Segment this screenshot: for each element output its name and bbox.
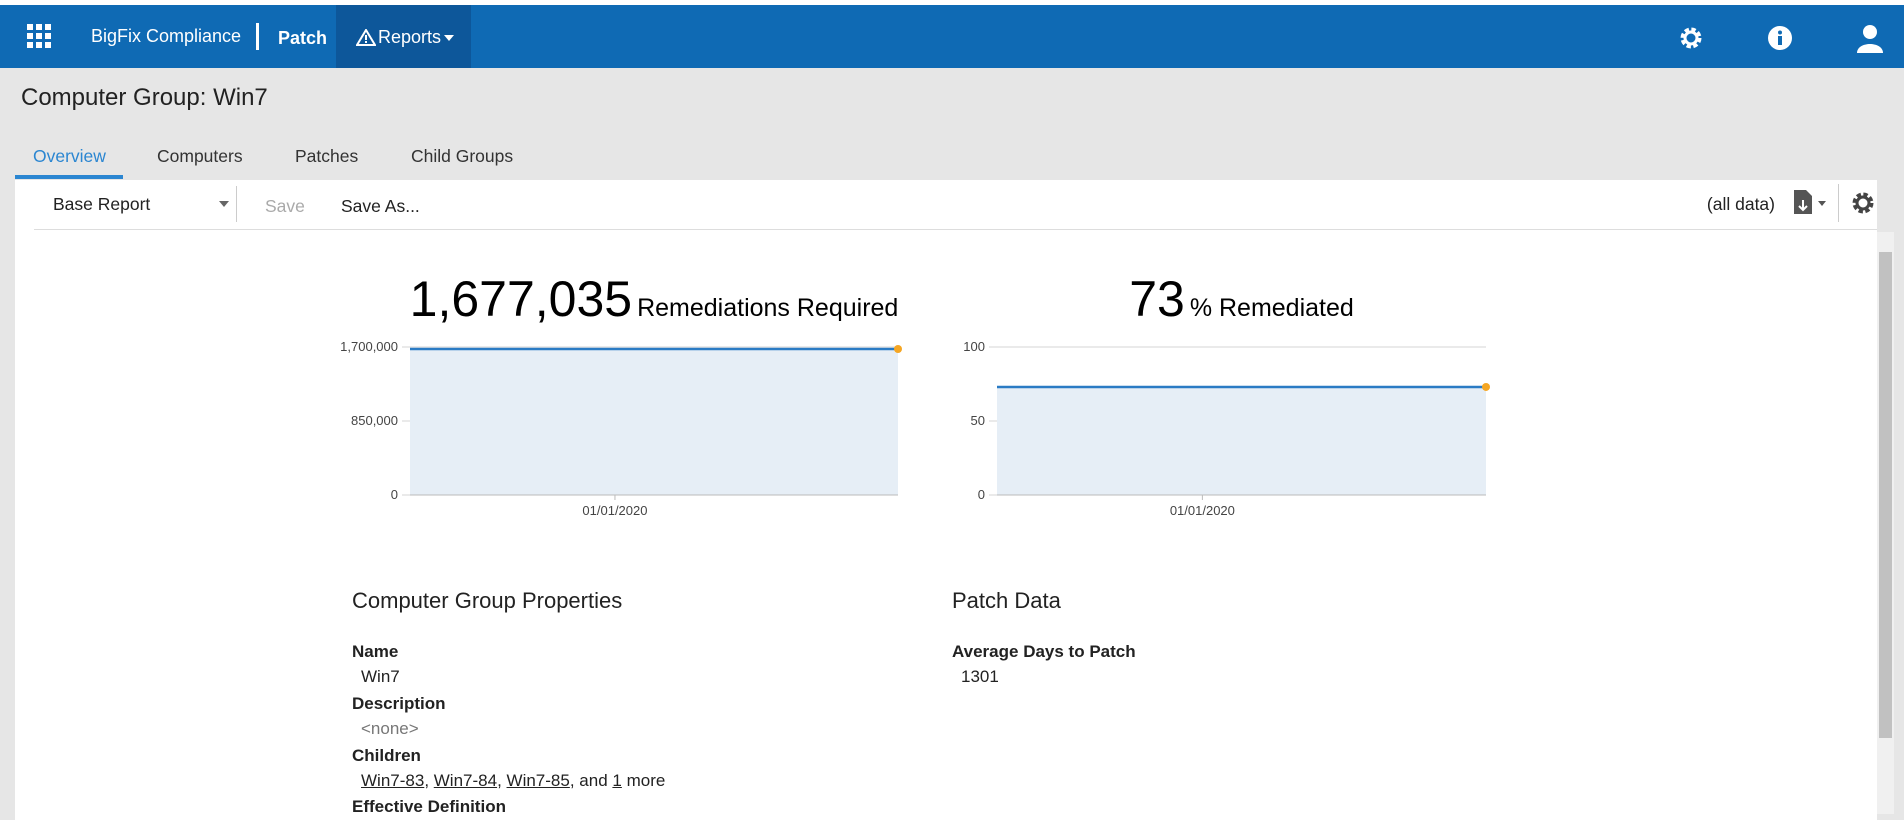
child-link[interactable]: Win7-83 xyxy=(361,771,425,790)
x-tick-label: 01/01/2020 xyxy=(582,503,647,518)
app-name[interactable]: Patch xyxy=(278,28,328,48)
field-label: Description xyxy=(352,694,446,713)
settings-icon[interactable] xyxy=(1678,25,1704,51)
headline: 73% Remediated xyxy=(1129,271,1354,327)
tab-underline xyxy=(15,175,123,179)
field-label: Children xyxy=(352,746,421,765)
settings-icon[interactable] xyxy=(1850,190,1876,216)
reports-label[interactable]: Reports xyxy=(378,27,442,47)
scrollbar-track xyxy=(1877,232,1894,814)
page-title: Computer Group: Win7 xyxy=(21,84,268,111)
headline-value: 1,677,035 xyxy=(410,271,632,327)
tab[interactable]: Child Groups xyxy=(411,146,514,166)
caret xyxy=(444,35,454,41)
brand[interactable]: BigFix Compliance xyxy=(91,26,242,46)
x-tick-label: 01/01/2020 xyxy=(1170,503,1235,518)
more-link[interactable]: 1 xyxy=(612,771,622,790)
tab[interactable]: Overview xyxy=(33,146,106,166)
toolbar-border xyxy=(34,229,1877,230)
headline-title: Remediations Required xyxy=(637,294,898,322)
nav-bar: BigFix Compliance Patch Reports xyxy=(0,5,1904,68)
info-icon[interactable] xyxy=(1767,25,1793,51)
field-value: 1301 xyxy=(961,667,999,686)
tab[interactable]: Computers xyxy=(157,146,243,166)
divider xyxy=(256,23,259,50)
headline-value: 73 xyxy=(1129,271,1185,327)
tab[interactable]: Patches xyxy=(295,146,359,166)
text: and xyxy=(579,771,608,790)
save-button[interactable]: Save xyxy=(265,196,305,216)
warning-icon xyxy=(356,29,376,46)
reports-menu[interactable]: Reports xyxy=(336,5,471,68)
apps-icon[interactable] xyxy=(27,24,51,48)
text: more xyxy=(626,771,666,790)
scrollbar-thumb[interactable] xyxy=(1879,252,1892,738)
area xyxy=(410,348,898,495)
field-value: <none> xyxy=(361,719,419,738)
y-tick-label: 50 xyxy=(971,413,985,428)
divider xyxy=(1838,184,1839,222)
child-link[interactable]: Win7-85 xyxy=(506,771,570,790)
divider xyxy=(236,186,237,222)
y-tick-label: 0 xyxy=(978,487,985,502)
charts: 1,677,035 Remediations Required 0 850,000 1,… xyxy=(340,271,1490,518)
report-select[interactable]: Base Report xyxy=(53,194,151,214)
section-title: Patch Data xyxy=(952,588,1061,613)
y-tick-label: 850,000 xyxy=(351,413,398,428)
scope: (all data) xyxy=(1706,194,1775,214)
headline: 1,677,035 Remediations Required xyxy=(410,271,899,327)
export-icon[interactable] xyxy=(1792,188,1828,218)
y-tick-label: 1,700,000 xyxy=(340,339,398,354)
field-label: Effective Definition xyxy=(352,797,506,816)
caret xyxy=(219,201,229,207)
y-tick-label: 100 xyxy=(963,339,985,354)
child-link[interactable]: Win7-84 xyxy=(433,771,498,790)
marker xyxy=(894,344,902,353)
field-label: Name xyxy=(352,642,399,661)
top-strip xyxy=(0,0,1904,5)
children-list: Win7-83 Win7-84 Win7-85 and 1 more xyxy=(361,771,665,791)
y-tick-label: 0 xyxy=(391,487,398,502)
area xyxy=(997,386,1486,495)
field-value: Win7 xyxy=(361,667,400,686)
section-title: Computer Group Properties xyxy=(352,588,623,613)
field-label: Average Days to Patch xyxy=(952,642,1136,661)
content-panel xyxy=(15,180,1877,820)
save-as-button[interactable]: Save As... xyxy=(341,196,420,216)
headline-title: % Remediated xyxy=(1190,294,1354,322)
user-icon[interactable] xyxy=(1856,23,1884,53)
marker xyxy=(1482,382,1490,391)
